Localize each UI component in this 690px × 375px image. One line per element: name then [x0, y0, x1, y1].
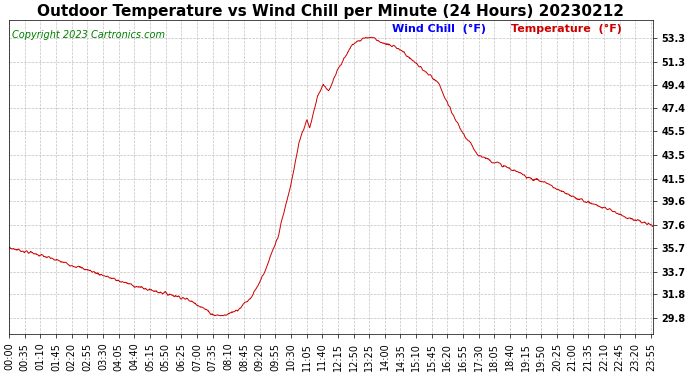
Text: Temperature  (°F): Temperature (°F) — [511, 24, 622, 33]
Title: Outdoor Temperature vs Wind Chill per Minute (24 Hours) 20230212: Outdoor Temperature vs Wind Chill per Mi… — [37, 4, 624, 19]
Text: Copyright 2023 Cartronics.com: Copyright 2023 Cartronics.com — [12, 30, 166, 40]
Text: Wind Chill  (°F): Wind Chill (°F) — [392, 24, 486, 33]
